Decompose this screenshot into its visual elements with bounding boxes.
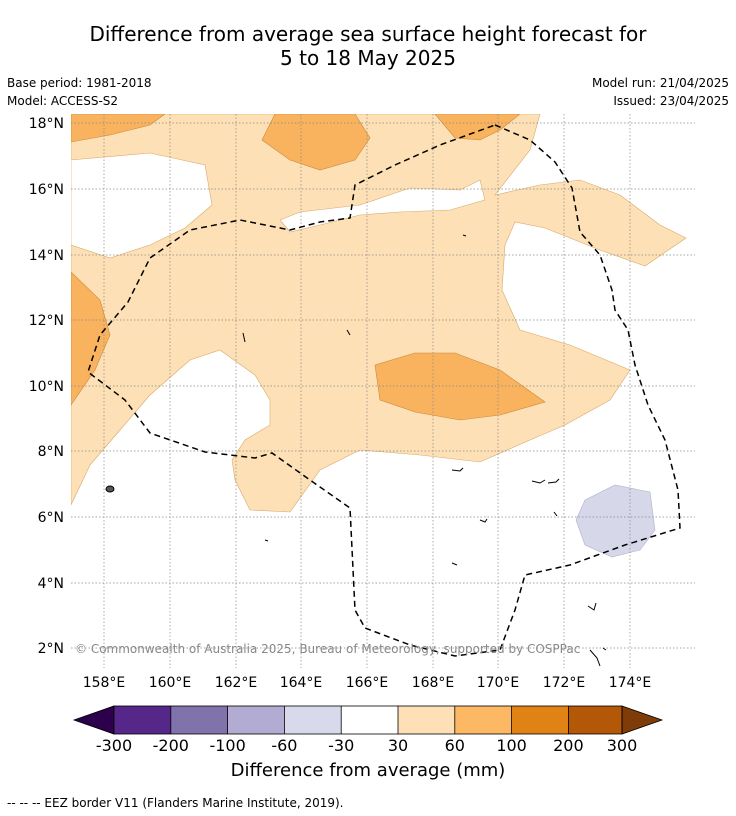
island-8 [587, 602, 597, 611]
colorbar: -300 -200 -100 -60 -30 30 60 100 200 300 [72, 705, 664, 755]
anomaly-60-100-n2 [434, 114, 521, 141]
islands [105, 234, 607, 667]
colorbar-label: -200 [153, 736, 189, 755]
colorbar-label: -30 [328, 736, 354, 755]
model-run-text: Model run: 21/04/2025 [591, 76, 729, 90]
anomaly-neg-60-30 [575, 484, 656, 558]
title-line-2: 5 to 18 May 2025 [280, 46, 456, 70]
island-9 [589, 649, 601, 667]
lon-label: 170°E [477, 675, 520, 691]
colorbar-labels: -300 -200 -100 -60 -30 30 60 100 200 300 [96, 736, 637, 755]
lon-tick-labels: 158°E 160°E 162°E 164°E 166°E 168°E 170°… [83, 675, 652, 691]
island-12 [242, 332, 246, 343]
island-3 [547, 478, 560, 484]
colorbar-segment [227, 706, 285, 734]
anomaly-30-60-main [71, 114, 687, 513]
neutral-hole-central [279, 179, 486, 233]
issued-text: Issued: 23/04/2025 [613, 94, 729, 108]
colorbar-max-arrow [621, 705, 664, 735]
colorbar-label: 30 [388, 736, 408, 755]
anomaly-60-100-c [374, 352, 546, 421]
lat-label: 2°N [38, 641, 64, 657]
lat-label: 4°N [38, 576, 64, 592]
island-6 [451, 562, 458, 566]
colorbar-min-arrow [72, 705, 115, 735]
colorbar-dividers [170, 706, 569, 734]
colorbar-segment [454, 706, 512, 734]
colorbar-label: -100 [209, 736, 245, 755]
island-4 [553, 511, 558, 517]
island-14 [462, 234, 467, 237]
lon-label: 174°E [609, 675, 652, 691]
island-5 [451, 467, 464, 472]
lat-tick-labels: 18°N 16°N 14°N 12°N 10°N 8°N 6°N 4°N 2°N [29, 116, 64, 657]
colorbar-label: -60 [271, 736, 297, 755]
lat-label: 14°N [29, 248, 64, 264]
colorbar-segment [114, 706, 171, 734]
colorbar-segment [398, 706, 455, 734]
colorbar-label: 300 [607, 736, 638, 755]
colorbar-title: Difference from average (mm) [230, 760, 506, 781]
lat-label: 12°N [29, 313, 64, 329]
lat-label: 8°N [38, 444, 64, 460]
base-period-text: Base period: 1981-2018 [7, 76, 152, 90]
model-text: Model: ACCESS-S2 [7, 94, 119, 108]
map-area: © Commonwealth of Australia 2025, Bureau… [71, 114, 695, 668]
eez-legend-note: -- -- -- EEZ border V11 (Flanders Marine… [7, 796, 344, 810]
lon-label: 164°E [280, 675, 323, 691]
island-7 [479, 518, 488, 523]
colorbar-segment [341, 706, 398, 734]
meta-left: Base period: 1981-2018 Model: ACCESS-S2 [7, 74, 152, 110]
neutral-hole-north [71, 152, 213, 259]
colorbar-label: 100 [496, 736, 527, 755]
colorbar-label: 200 [553, 736, 584, 755]
meta-right: Model run: 21/04/2025 Issued: 23/04/2025 [592, 74, 729, 110]
lon-label: 158°E [83, 675, 126, 691]
colorbar-label: 60 [445, 736, 465, 755]
title-line-1: Difference from average sea surface heig… [89, 22, 647, 46]
lon-label: 172°E [543, 675, 586, 691]
lat-label: 16°N [29, 182, 64, 198]
lat-label: 18°N [29, 116, 64, 132]
colorbar-frame [113, 705, 623, 735]
lon-label: 162°E [215, 675, 258, 691]
colorbar-segment [568, 706, 622, 734]
chart-title: Difference from average sea surface heig… [0, 22, 736, 70]
anomaly-60-100-nw [71, 114, 166, 143]
colorbar-label: -300 [96, 736, 132, 755]
lon-label: 168°E [412, 675, 455, 691]
colorbar-segment [170, 706, 228, 734]
anomaly-60-100-n1 [261, 114, 371, 171]
island-2 [531, 479, 546, 484]
colorbar-segment [284, 706, 342, 734]
island-11 [264, 539, 269, 542]
island-1 [105, 485, 115, 493]
copyright-notice: © Commonwealth of Australia 2025, Bureau… [75, 642, 580, 656]
lat-label: 10°N [29, 379, 64, 395]
eez-border [87, 124, 681, 657]
graticule [71, 114, 695, 668]
anomaly-60-100-w [71, 271, 111, 406]
lon-label: 160°E [149, 675, 192, 691]
island-13 [346, 329, 351, 336]
colorbar-segment [511, 706, 569, 734]
island-10 [602, 647, 607, 651]
lat-label: 6°N [38, 510, 64, 526]
lon-label: 166°E [346, 675, 389, 691]
